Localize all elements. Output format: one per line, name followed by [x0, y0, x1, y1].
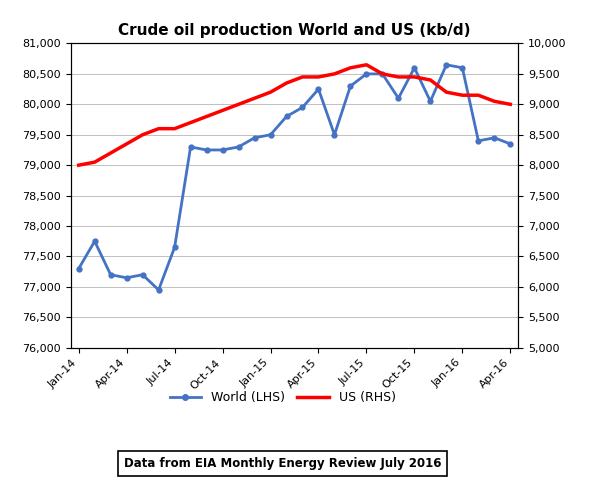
US (RHS) [123, 141, 130, 147]
US (RHS) [155, 126, 162, 131]
Title: Crude oil production World and US (kb/d): Crude oil production World and US (kb/d) [118, 23, 471, 38]
World (LHS) [411, 65, 418, 71]
Line: US (RHS): US (RHS) [79, 65, 510, 165]
World (LHS) [267, 132, 274, 138]
US (RHS) [267, 89, 274, 95]
US (RHS) [411, 74, 418, 80]
World (LHS) [251, 135, 258, 141]
US (RHS) [171, 126, 178, 131]
US (RHS) [219, 108, 226, 114]
US (RHS) [187, 120, 194, 126]
World (LHS) [155, 287, 162, 293]
World (LHS) [347, 83, 354, 89]
US (RHS) [75, 162, 82, 168]
US (RHS) [283, 80, 290, 86]
US (RHS) [459, 92, 466, 98]
World (LHS) [107, 272, 114, 278]
World (LHS) [459, 65, 466, 71]
World (LHS) [187, 144, 194, 150]
World (LHS) [395, 95, 402, 101]
US (RHS) [395, 74, 402, 80]
World (LHS) [123, 275, 130, 281]
World (LHS) [283, 114, 290, 119]
World (LHS) [363, 71, 370, 77]
World (LHS) [91, 238, 98, 244]
US (RHS) [235, 101, 242, 107]
World (LHS) [219, 147, 226, 153]
US (RHS) [91, 159, 98, 165]
World (LHS) [203, 147, 210, 153]
World (LHS) [427, 99, 434, 104]
World (LHS) [379, 71, 386, 77]
US (RHS) [507, 101, 514, 107]
World (LHS) [475, 138, 482, 144]
US (RHS) [107, 150, 114, 156]
US (RHS) [299, 74, 306, 80]
World (LHS) [507, 141, 514, 147]
US (RHS) [139, 132, 146, 138]
World (LHS) [331, 132, 338, 138]
US (RHS) [203, 114, 210, 119]
World (LHS) [315, 86, 322, 92]
World (LHS) [75, 266, 82, 271]
US (RHS) [331, 71, 338, 77]
US (RHS) [379, 71, 386, 77]
US (RHS) [315, 74, 322, 80]
World (LHS) [139, 272, 146, 278]
US (RHS) [251, 95, 258, 101]
World (LHS) [491, 135, 498, 141]
US (RHS) [427, 77, 434, 83]
Line: World (LHS): World (LHS) [76, 62, 513, 292]
US (RHS) [491, 99, 498, 104]
World (LHS) [299, 104, 306, 110]
World (LHS) [235, 144, 242, 150]
World (LHS) [443, 62, 450, 68]
US (RHS) [475, 92, 482, 98]
US (RHS) [347, 65, 354, 71]
US (RHS) [443, 89, 450, 95]
Text: Data from EIA Monthly Energy Review July 2016: Data from EIA Monthly Energy Review July… [124, 457, 442, 470]
US (RHS) [363, 62, 370, 68]
World (LHS) [171, 244, 178, 250]
Legend: World (LHS), US (RHS): World (LHS), US (RHS) [165, 386, 401, 409]
